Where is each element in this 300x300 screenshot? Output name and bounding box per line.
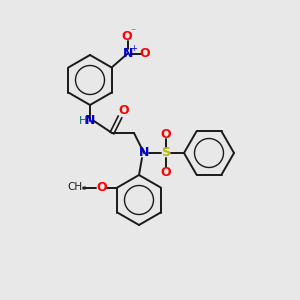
Text: O: O (119, 104, 129, 118)
Text: N: N (85, 115, 95, 128)
Text: CH₃: CH₃ (68, 182, 87, 193)
Text: O: O (161, 166, 171, 178)
Text: N: N (139, 146, 149, 160)
Text: O: O (161, 128, 171, 140)
Text: O: O (96, 181, 107, 194)
Text: +: + (130, 44, 136, 53)
Text: ⁻: ⁻ (130, 28, 135, 38)
Text: H: H (79, 116, 87, 126)
Text: N: N (122, 47, 133, 60)
Text: O: O (121, 30, 132, 43)
Text: S: S (161, 146, 170, 160)
Text: O: O (139, 47, 150, 60)
